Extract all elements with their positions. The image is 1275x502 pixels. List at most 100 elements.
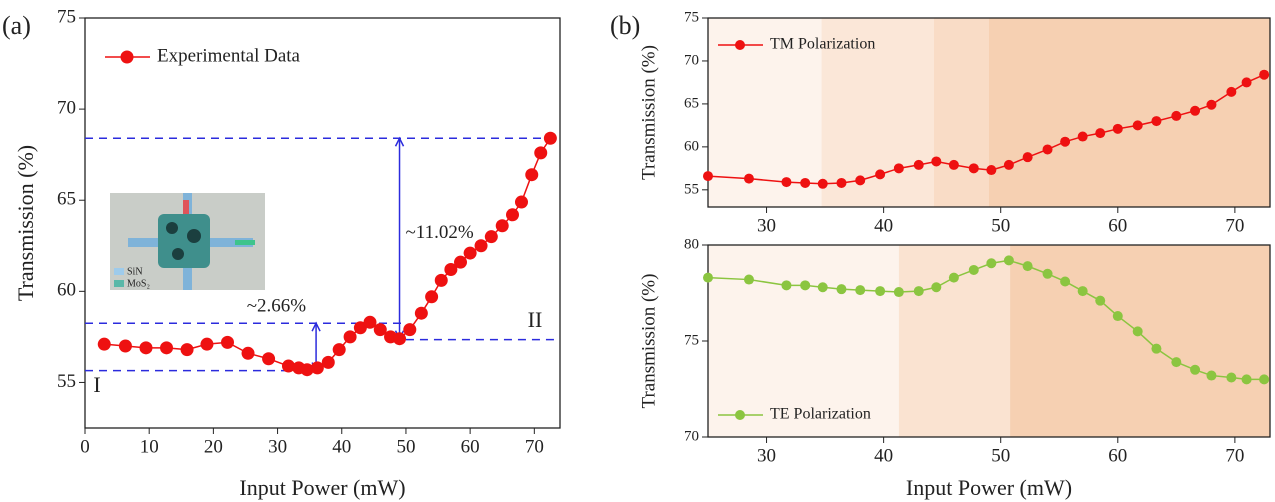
legend-marker (120, 50, 134, 64)
y-axis-label: Transmission (%) (13, 145, 38, 301)
x-tick-label: 10 (140, 436, 159, 457)
data-point (781, 280, 792, 291)
data-point (1095, 295, 1106, 306)
inset (110, 193, 265, 290)
data-point (1077, 286, 1088, 297)
x-tick-label: 40 (874, 215, 893, 236)
shade-region (708, 18, 822, 207)
data-point (1132, 120, 1143, 131)
plot-frame (84, 17, 561, 429)
plot-frame (707, 17, 1271, 208)
data-point (1042, 268, 1053, 279)
data-point (118, 339, 132, 353)
data-point (97, 337, 111, 351)
data-point (1112, 311, 1123, 322)
data-point (948, 272, 959, 283)
data-point (1241, 374, 1252, 385)
data-point (495, 219, 509, 233)
data-point (968, 264, 979, 275)
data-point (1171, 357, 1182, 368)
legend-marker (735, 410, 745, 420)
arrow-label: ~2.66% (247, 296, 307, 317)
legend-label: TM Polarization (770, 36, 875, 53)
data-point (1060, 136, 1071, 147)
data-point (743, 173, 754, 184)
y-tick-label: 70 (57, 97, 76, 118)
data-point (474, 239, 488, 253)
data-point (180, 343, 194, 357)
data-point (1226, 86, 1237, 97)
y-tick-label: 65 (57, 189, 76, 210)
data-point (1112, 123, 1123, 134)
data-point (1060, 276, 1071, 287)
region-label: I (93, 372, 100, 397)
data-point (1190, 364, 1201, 375)
data-point (262, 352, 276, 366)
data-point (310, 361, 324, 375)
x-tick-label: 20 (204, 436, 223, 457)
data-point (434, 273, 448, 287)
data-point (1003, 159, 1014, 170)
shade-region (989, 18, 1270, 207)
data-point (332, 343, 346, 357)
data-point (743, 274, 754, 285)
data-point (875, 169, 886, 180)
data-point (1077, 131, 1088, 142)
data-point (817, 178, 828, 189)
data-point (875, 286, 886, 297)
data-point (703, 171, 713, 182)
data-point (913, 286, 924, 297)
data-point (1022, 152, 1033, 163)
data-point (1151, 116, 1162, 127)
data-point (534, 146, 548, 160)
x-tick-label: 0 (80, 436, 90, 457)
data-point (1226, 372, 1237, 383)
data-point (986, 165, 997, 176)
legend-label: TE Polarization (770, 406, 871, 423)
inset-signal (235, 240, 255, 245)
y-tick-label: 75 (684, 9, 699, 25)
inset-signal (183, 200, 189, 225)
inset-label: MoS₂ (127, 278, 150, 289)
data-point (425, 290, 439, 304)
x-tick-label: 30 (757, 445, 776, 466)
data-point (363, 315, 377, 329)
data-point (800, 177, 811, 188)
data-point (463, 246, 477, 260)
data-point (931, 282, 942, 293)
data-point (506, 208, 519, 222)
arrow-label: ~11.02% (406, 222, 474, 243)
x-tick-label: 30 (757, 215, 776, 236)
data-point (968, 163, 979, 174)
x-tick-label: 50 (396, 436, 415, 457)
y-tick-label: 55 (57, 371, 76, 392)
inset-flake (172, 248, 184, 260)
data-point (543, 131, 557, 145)
data-point (986, 258, 997, 269)
data-point (393, 332, 407, 346)
inset-mos2 (158, 214, 210, 268)
x-tick-label: 40 (332, 436, 351, 457)
data-point (836, 177, 847, 188)
data-point (1095, 128, 1106, 139)
inset-key (114, 280, 124, 287)
x-tick-label: 70 (1225, 215, 1244, 236)
y-tick-label: 55 (684, 181, 699, 197)
data-point (343, 330, 357, 344)
y-tick-label: 70 (684, 428, 699, 444)
inset-key (114, 268, 124, 275)
data-point (454, 255, 468, 269)
x-tick-label: 50 (991, 445, 1010, 466)
data-point (1190, 105, 1201, 116)
x-tick-label: 60 (1108, 445, 1127, 466)
y-tick-label: 80 (684, 236, 699, 252)
shade-region (933, 18, 989, 207)
data-point (221, 335, 234, 349)
data-point (1259, 69, 1270, 80)
data-point (781, 177, 792, 188)
inset-flake (187, 229, 201, 243)
x-axis-label: Input Power (mW) (906, 475, 1072, 500)
data-point (1151, 343, 1162, 354)
region-label: II (528, 307, 543, 332)
